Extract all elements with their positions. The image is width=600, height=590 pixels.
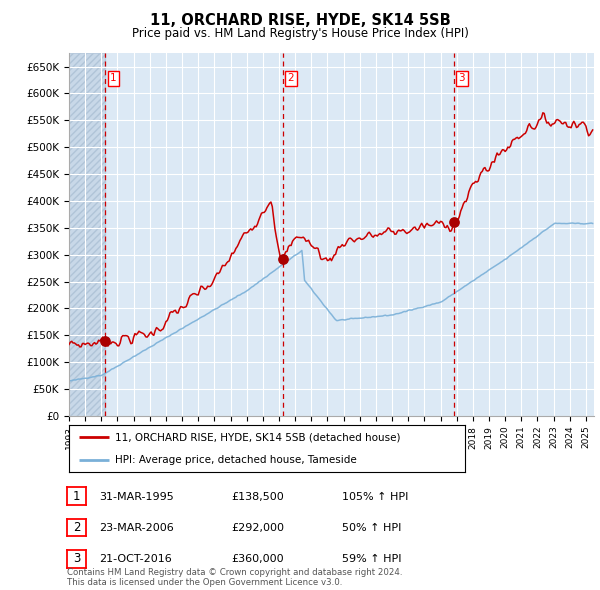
Point xyxy=(449,218,458,227)
Text: Contains HM Land Registry data © Crown copyright and database right 2024.
This d: Contains HM Land Registry data © Crown c… xyxy=(67,568,403,587)
Text: 1: 1 xyxy=(73,490,80,503)
Text: 59% ↑ HPI: 59% ↑ HPI xyxy=(342,555,401,564)
Text: 23-MAR-2006: 23-MAR-2006 xyxy=(99,523,174,533)
Text: 21-OCT-2016: 21-OCT-2016 xyxy=(99,555,172,564)
Text: 1: 1 xyxy=(110,74,117,84)
Text: 2: 2 xyxy=(287,74,294,84)
Text: 11, ORCHARD RISE, HYDE, SK14 5SB: 11, ORCHARD RISE, HYDE, SK14 5SB xyxy=(149,13,451,28)
Point xyxy=(278,254,287,264)
Text: 11, ORCHARD RISE, HYDE, SK14 5SB (detached house): 11, ORCHARD RISE, HYDE, SK14 5SB (detach… xyxy=(115,432,400,442)
Text: £360,000: £360,000 xyxy=(231,555,284,564)
Text: £138,500: £138,500 xyxy=(231,492,284,502)
Text: HPI: Average price, detached house, Tameside: HPI: Average price, detached house, Tame… xyxy=(115,455,356,465)
Text: £292,000: £292,000 xyxy=(231,523,284,533)
Text: 2: 2 xyxy=(73,521,80,534)
Text: 50% ↑ HPI: 50% ↑ HPI xyxy=(342,523,401,533)
Text: 3: 3 xyxy=(73,552,80,565)
Text: Price paid vs. HM Land Registry's House Price Index (HPI): Price paid vs. HM Land Registry's House … xyxy=(131,27,469,40)
Text: 31-MAR-1995: 31-MAR-1995 xyxy=(99,492,174,502)
Point xyxy=(101,337,110,346)
Text: 105% ↑ HPI: 105% ↑ HPI xyxy=(342,492,409,502)
Text: 3: 3 xyxy=(458,74,465,84)
